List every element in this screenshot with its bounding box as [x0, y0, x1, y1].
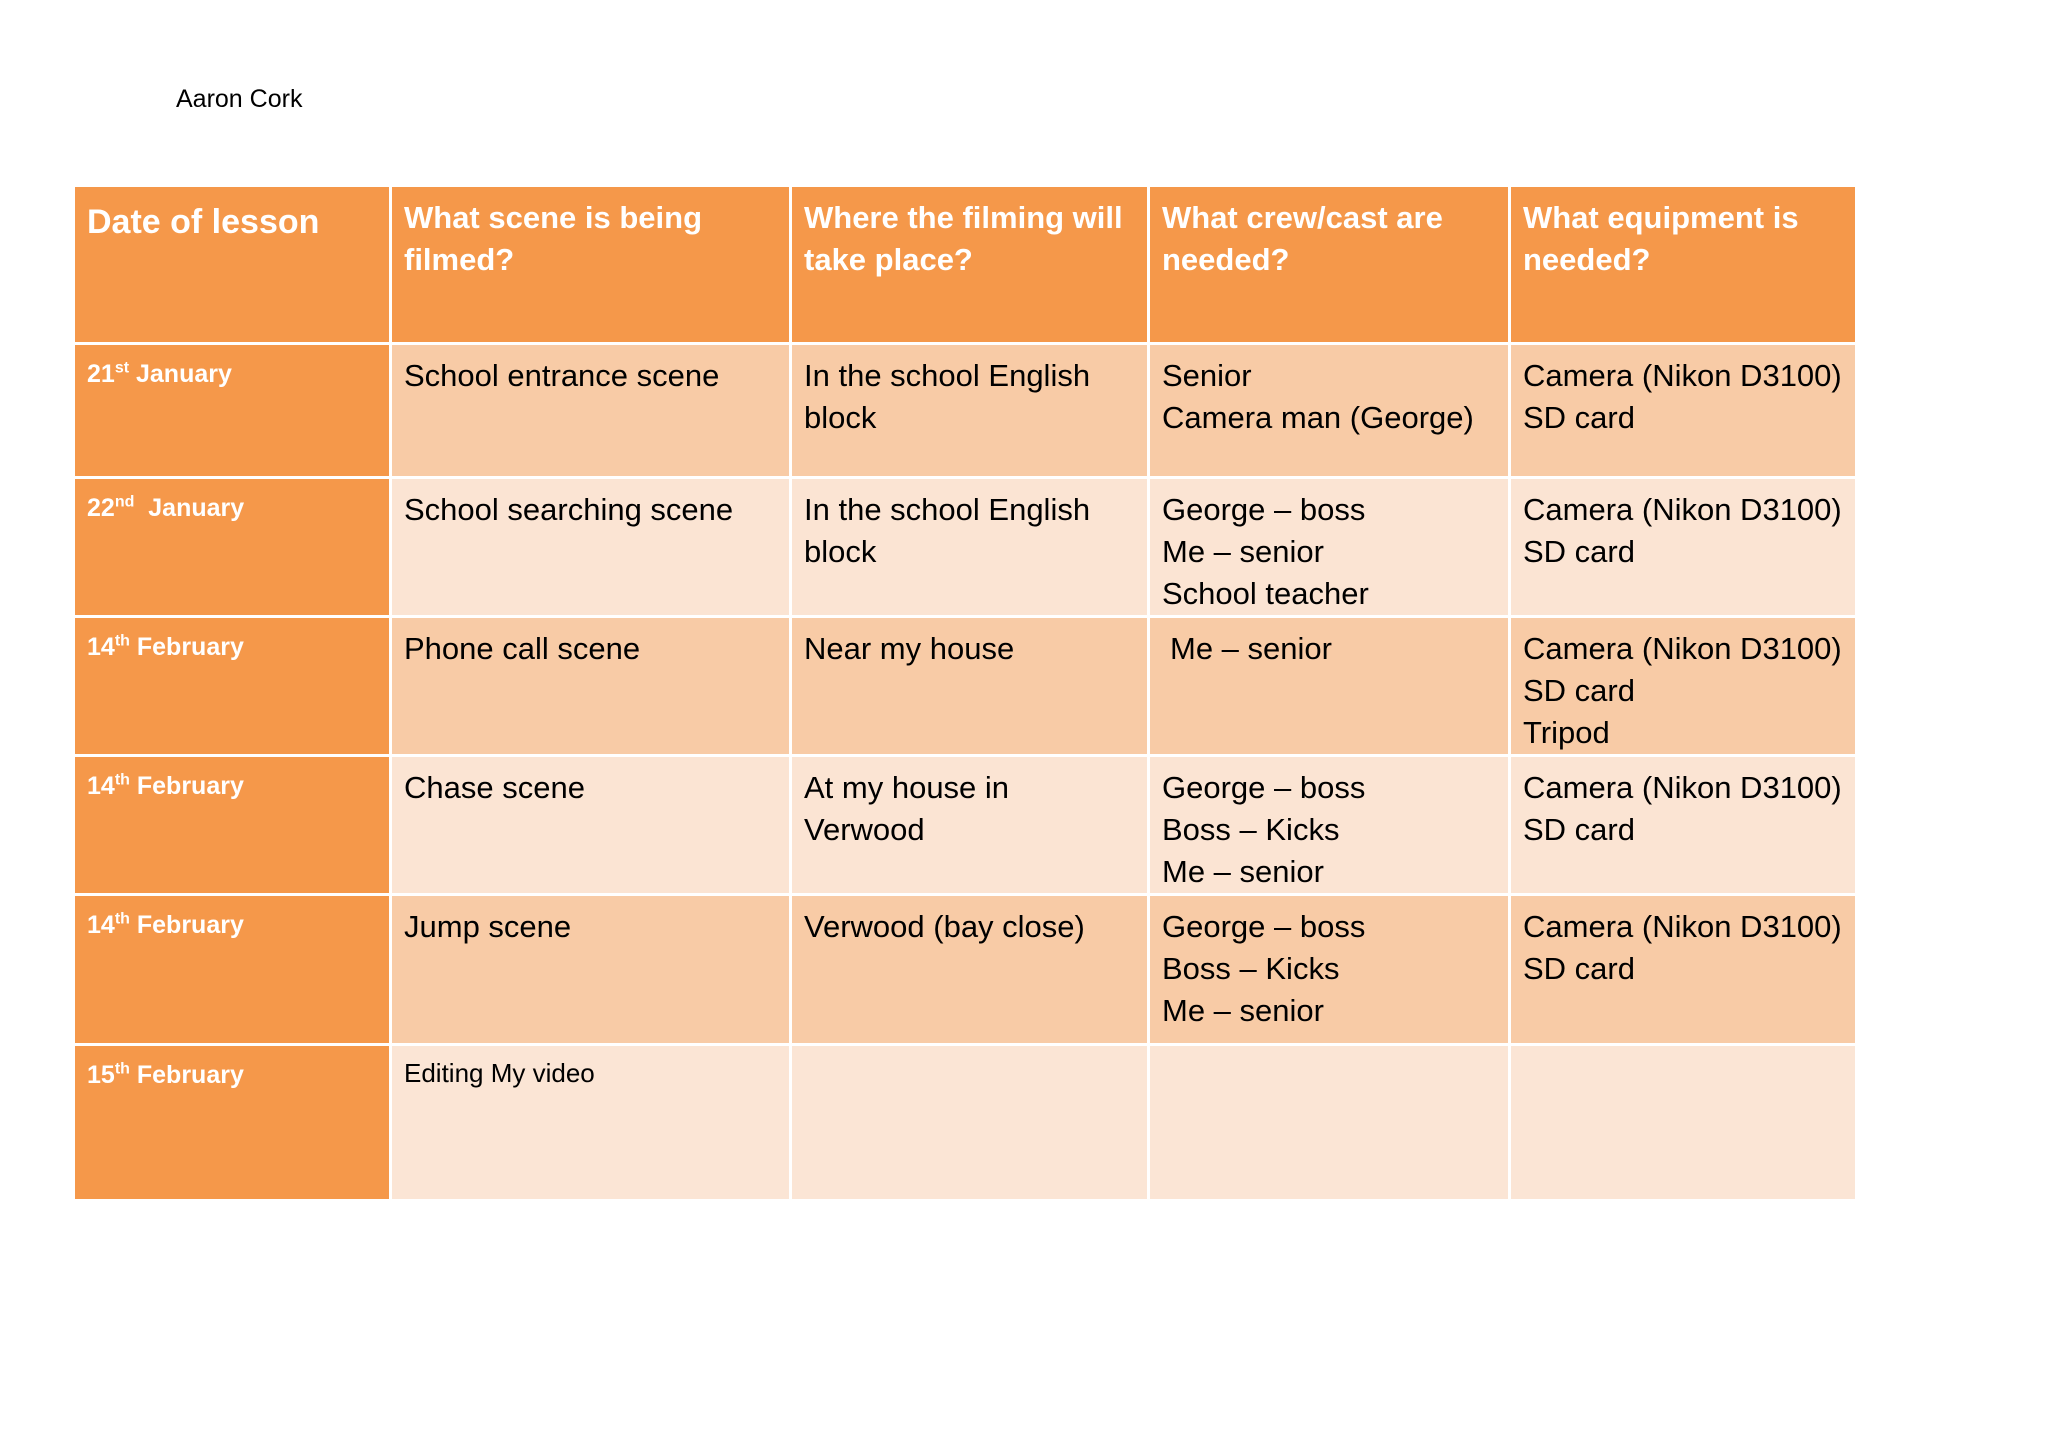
crew-cell: Senior Camera man (George) — [1147, 342, 1511, 479]
location-line: Verwood (bay close) — [804, 909, 1085, 944]
date-month: February — [136, 911, 244, 939]
location-line: Near my house — [804, 631, 1015, 666]
date-day: 15 — [87, 1061, 115, 1089]
equipment-line: Camera (Nikon D3100) — [1523, 909, 1842, 944]
equipment-line: SD card — [1523, 400, 1635, 435]
date-day: 14 — [87, 772, 115, 800]
crew-line: Senior — [1162, 358, 1252, 393]
crew-cell: George – boss Me – senior School teacher — [1147, 476, 1511, 618]
author-name: Aaron Cork — [176, 85, 303, 113]
date-suffix: st — [114, 359, 130, 377]
table-row: 22nd January School searching scene In t… — [72, 476, 1858, 618]
location-line: In the school English — [804, 358, 1091, 393]
table-row: 14th February Jump scene Verwood (bay cl… — [72, 893, 1858, 1046]
scene-cell: Chase scene — [389, 754, 792, 896]
table-row: 21st January School entrance scene In th… — [72, 342, 1858, 479]
equipment-line: Tripod — [1523, 715, 1610, 750]
crew-line: Boss – Kicks — [1162, 812, 1340, 847]
location-cell: In the school English block — [789, 476, 1150, 618]
crew-line: Me – senior — [1162, 993, 1324, 1028]
crew-cell: George – boss Boss – Kicks Me – senior — [1147, 893, 1511, 1046]
date-day: 14 — [87, 633, 115, 661]
filming-schedule-table: Date of lesson What scene is being filme… — [72, 184, 1858, 1202]
crew-line: Camera man (George) — [1162, 400, 1474, 435]
scene-cell: Editing My video — [389, 1043, 792, 1202]
equipment-cell: Camera (Nikon D3100) SD card — [1508, 754, 1858, 896]
location-cell: In the school English block — [789, 342, 1150, 479]
scene-cell: Jump scene — [389, 893, 792, 1046]
scene-text: School entrance scene — [404, 358, 720, 393]
equipment-line: Camera (Nikon D3100) — [1523, 358, 1842, 393]
date-suffix: th — [114, 910, 130, 928]
date-cell: 14th February — [72, 615, 392, 757]
equipment-cell — [1508, 1043, 1858, 1202]
header-equipment: What equipment is needed? — [1508, 184, 1858, 345]
crew-cell: Me – senior — [1147, 615, 1511, 757]
header-location: Where the filming will take place? — [789, 184, 1150, 345]
crew-line: George – boss — [1162, 770, 1366, 805]
crew-line: School teacher — [1162, 576, 1369, 611]
equipment-line: SD card — [1523, 534, 1635, 569]
scene-text: Chase scene — [404, 770, 585, 805]
date-cell: 22nd January — [72, 476, 392, 618]
crew-line: George – boss — [1162, 909, 1366, 944]
equipment-line: Camera (Nikon D3100) — [1523, 631, 1842, 666]
location-line: Verwood — [804, 812, 925, 847]
scene-text: School searching scene — [404, 492, 734, 527]
location-cell: Verwood (bay close) — [789, 893, 1150, 1046]
location-line: block — [804, 534, 877, 569]
date-day: 21 — [87, 360, 115, 388]
date-month: February — [136, 1061, 244, 1089]
crew-line: George – boss — [1162, 492, 1366, 527]
header-scene: What scene is being filmed? — [389, 184, 792, 345]
equipment-line: Camera (Nikon D3100) — [1523, 492, 1842, 527]
date-suffix: nd — [114, 493, 135, 511]
date-month: January — [148, 494, 245, 522]
crew-line: Me – senior — [1162, 854, 1324, 889]
header-date: Date of lesson — [72, 184, 392, 345]
equipment-line: SD card — [1523, 951, 1635, 986]
equipment-line: Camera (Nikon D3100) — [1523, 770, 1842, 805]
scene-text: Editing My video — [404, 1058, 595, 1088]
equipment-cell: Camera (Nikon D3100) SD card Tripod — [1508, 615, 1858, 757]
date-month: February — [136, 633, 244, 661]
crew-cell — [1147, 1043, 1511, 1202]
date-month: January — [136, 360, 232, 388]
equipment-line: SD card — [1523, 812, 1635, 847]
location-cell: Near my house — [789, 615, 1150, 757]
scene-text: Phone call scene — [404, 631, 641, 666]
scene-cell: Phone call scene — [389, 615, 792, 757]
date-cell: 15th February — [72, 1043, 392, 1202]
header-row: Date of lesson What scene is being filme… — [72, 184, 1858, 345]
equipment-cell: Camera (Nikon D3100) SD card — [1508, 476, 1858, 618]
date-cell: 21st January — [72, 342, 392, 479]
header-crew: What crew/cast are needed? — [1147, 184, 1511, 345]
scene-text: Jump scene — [404, 909, 572, 944]
location-cell: At my house in Verwood — [789, 754, 1150, 896]
table-row: 14th February Phone call scene Near my h… — [72, 615, 1858, 757]
date-cell: 14th February — [72, 754, 392, 896]
date-day: 14 — [87, 911, 115, 939]
crew-cell: George – boss Boss – Kicks Me – senior — [1147, 754, 1511, 896]
equipment-cell: Camera (Nikon D3100) SD card — [1508, 342, 1858, 479]
crew-line: Boss – Kicks — [1162, 951, 1340, 986]
equipment-line: SD card — [1523, 673, 1635, 708]
date-month: February — [136, 772, 244, 800]
crew-line: Me – senior — [1170, 631, 1332, 666]
equipment-cell: Camera (Nikon D3100) SD card — [1508, 893, 1858, 1046]
table-row: 14th February Chase scene At my house in… — [72, 754, 1858, 896]
table-row: 15th February Editing My video — [72, 1043, 1858, 1202]
date-suffix: th — [114, 632, 130, 650]
date-suffix: th — [114, 1060, 130, 1078]
location-line: At my house in — [804, 770, 1010, 805]
crew-line: Me – senior — [1162, 534, 1324, 569]
date-suffix: th — [114, 771, 130, 789]
location-cell — [789, 1043, 1150, 1202]
scene-cell: School searching scene — [389, 476, 792, 618]
scene-cell: School entrance scene — [389, 342, 792, 479]
date-cell: 14th February — [72, 893, 392, 1046]
date-day: 22 — [87, 494, 115, 522]
location-line: In the school English — [804, 492, 1091, 527]
location-line: block — [804, 400, 877, 435]
